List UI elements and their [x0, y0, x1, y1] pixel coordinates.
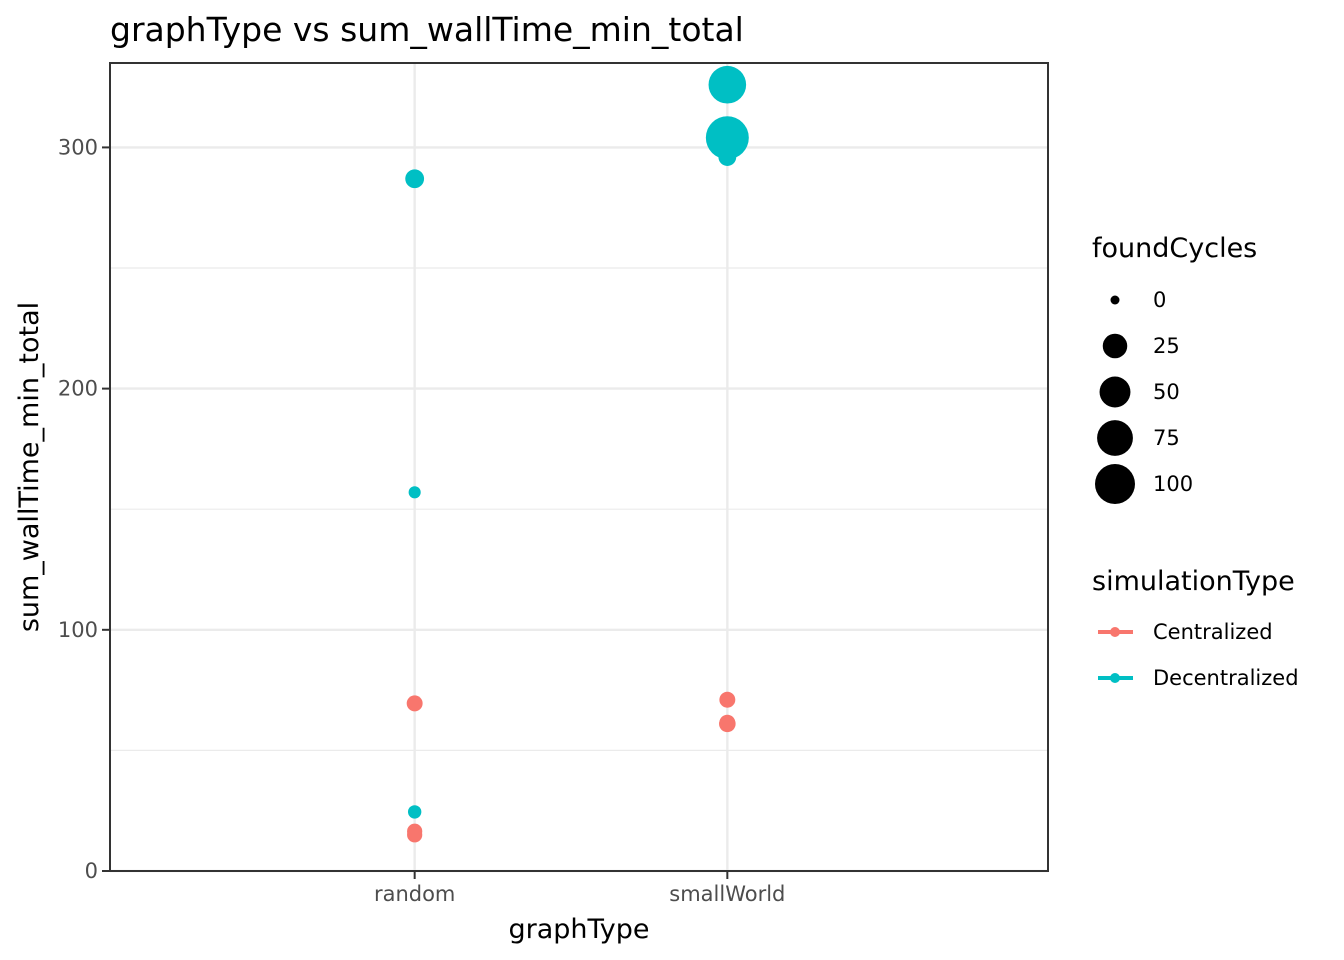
color-legend-label: Decentralized [1153, 666, 1299, 690]
size-legend-title: foundCycles [1092, 233, 1257, 264]
x-tick-label: smallWorld [669, 882, 785, 906]
data-point-centralized [407, 827, 423, 843]
y-tick-label: 100 [58, 618, 98, 642]
plot-background [110, 63, 1048, 871]
y-axis-title: sum_wallTime_min_total [14, 302, 45, 632]
data-point-centralized [719, 714, 736, 731]
minor-gridlines [110, 267, 1048, 752]
size-legend: foundCycles 0 25 50 75 100 [1092, 233, 1257, 504]
size-legend-key [1099, 376, 1131, 408]
data-point-decentralized [407, 805, 422, 819]
y-axis: 0 100 200 300 [58, 135, 110, 883]
data-point-decentralized [718, 148, 737, 166]
color-legend-key [1110, 673, 1120, 683]
data-point-decentralized [705, 116, 749, 160]
plot-panel [109, 62, 1049, 873]
size-legend-label: 100 [1153, 472, 1193, 496]
size-legend-key [1110, 295, 1120, 305]
data-point-decentralized [408, 486, 421, 499]
data-point-decentralized [405, 169, 425, 189]
x-axis-title: graphType [508, 914, 649, 945]
size-legend-key [1102, 333, 1128, 359]
y-tick-label: 200 [58, 377, 98, 401]
size-legend-key [1097, 420, 1133, 456]
size-legend-label: 50 [1153, 380, 1180, 404]
size-legend-label: 0 [1153, 288, 1166, 312]
data-point-centralized [406, 695, 423, 712]
y-tick-label: 0 [85, 859, 98, 883]
size-legend-label: 75 [1153, 426, 1180, 450]
x-axis: random smallWorld [374, 871, 785, 906]
x-tick-label: random [374, 882, 455, 906]
size-legend-label: 25 [1153, 334, 1180, 358]
color-legend-title: simulationType [1092, 566, 1295, 597]
plot-border [109, 62, 1049, 872]
chart-title: graphType vs sum_wallTime_min_total [110, 10, 744, 49]
y-tick-label: 300 [58, 135, 98, 159]
data-point-centralized [719, 691, 736, 708]
color-legend-key [1110, 627, 1120, 637]
color-legend-label: Centralized [1153, 620, 1273, 644]
color-legend: simulationType Centralized Decentralized [1092, 566, 1299, 690]
size-legend-key [1095, 464, 1135, 504]
data-points [405, 65, 749, 843]
data-point-decentralized [708, 65, 747, 104]
